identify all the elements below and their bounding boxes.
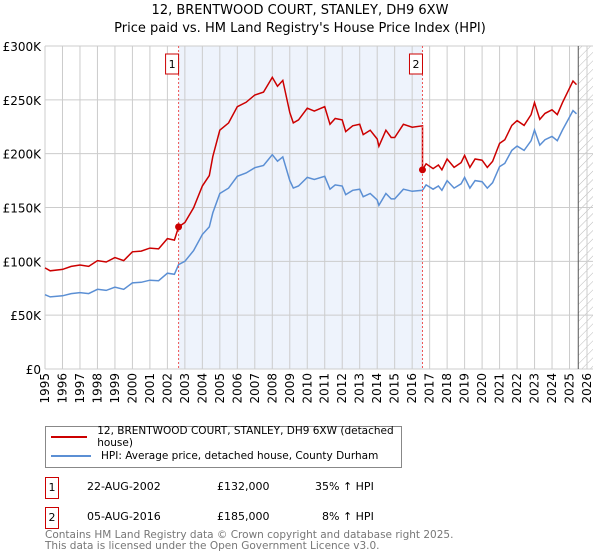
x-tick-label: 2019 (458, 373, 472, 404)
chart-subtitle: Price paid vs. HM Land Registry's House … (114, 21, 486, 36)
transaction-price: £185,000 (217, 510, 270, 523)
x-tick-label: 2021 (493, 373, 507, 404)
sale-point (175, 223, 183, 231)
y-tick-label: £50K (10, 309, 42, 323)
x-tick-label: 2009 (283, 373, 297, 404)
transaction-price: £132,000 (217, 480, 270, 493)
legend-item-hpi: HPI: Average price, detached house, Coun… (51, 448, 378, 464)
x-tick-label: 2011 (318, 373, 332, 404)
x-tick-label: 2006 (230, 373, 244, 404)
chart-title: 12, BRENTWOOD COURT, STANLEY, DH9 6XW (151, 3, 449, 18)
x-tick-label: 2020 (475, 373, 489, 404)
transaction-number-badge: 2 (45, 507, 59, 529)
y-tick-label: £0 (26, 363, 41, 377)
legend-swatch-hpi (51, 455, 91, 457)
x-tick-label: 2025 (563, 373, 577, 404)
x-tick-label: 2013 (353, 373, 367, 404)
x-tick-label: 2017 (423, 373, 437, 404)
y-tick-label: £200K (3, 148, 43, 162)
footer-copyright: Contains HM Land Registry data © Crown c… (45, 529, 454, 541)
transaction-date: 22-AUG-2002 (87, 480, 161, 493)
x-tick-label: 2022 (510, 373, 524, 404)
transaction-hpi-diff: 8% ↑ HPI (322, 510, 374, 523)
x-tick-label: 2026 (580, 373, 594, 404)
x-tick-label: 2015 (388, 373, 402, 404)
x-tick-label: 2003 (178, 373, 192, 404)
sale-label-box (165, 53, 180, 75)
y-tick-label: £100K (3, 255, 43, 269)
x-tick-label: 2002 (160, 373, 174, 404)
sale-point (418, 166, 426, 174)
x-tick-label: 2008 (265, 373, 279, 404)
y-tick-label: £300K (3, 40, 43, 54)
x-tick-label: 1999 (108, 373, 122, 404)
x-tick-label: 2000 (125, 373, 139, 404)
footer-licence: This data is licensed under the Open Gov… (45, 540, 380, 552)
x-tick-label: 2001 (143, 373, 157, 404)
x-tick-label: 2016 (405, 373, 419, 404)
price-chart: £0 £50K £100K £150K £200K £250K £300K 1995 1996 1… (3, 40, 594, 404)
legend-label-hpi: HPI: Average price, detached house, Coun… (101, 450, 379, 462)
transaction-date: 05-AUG-2016 (87, 510, 161, 523)
x-tick-label: 2004 (195, 373, 209, 404)
x-tick-label: 2007 (248, 373, 262, 404)
hpi-line (44, 109, 578, 298)
x-tick-label: 2018 (440, 373, 454, 404)
y-tick-label: £250K (3, 94, 43, 108)
sale-label-box (408, 53, 423, 75)
legend-item-property: 12, BRENTWOOD COURT, STANLEY, DH9 6XW (d… (51, 425, 401, 449)
x-tick-label: 2005 (213, 373, 227, 404)
property-price-line (44, 75, 578, 272)
legend: 12, BRENTWOOD COURT, STANLEY, DH9 6XW (d… (45, 425, 402, 468)
x-tick-label: 2023 (528, 373, 542, 404)
x-tick-label: 1998 (90, 373, 104, 404)
x-tick-label: 2010 (300, 373, 314, 404)
x-tick-label: 1997 (73, 373, 87, 404)
sale-label: 1 (169, 58, 176, 71)
x-tick-label: 2024 (545, 373, 559, 404)
legend-swatch-property (51, 436, 88, 438)
footer: Contains HM Land Registry data © Crown c… (45, 530, 453, 552)
x-tick-label: 1995 (38, 373, 52, 404)
y-tick-label: £150K (3, 202, 43, 216)
transaction-hpi-diff: 35% ↑ HPI (315, 480, 374, 493)
x-tick-label: 1996 (55, 373, 69, 404)
x-tick-label: 2012 (335, 373, 349, 404)
transaction-number-badge: 1 (45, 477, 59, 499)
sale-label: 2 (412, 58, 419, 71)
legend-label-property: 12, BRENTWOOD COURT, STANLEY, DH9 6XW (d… (97, 425, 394, 449)
x-tick-label: 2014 (370, 373, 384, 404)
